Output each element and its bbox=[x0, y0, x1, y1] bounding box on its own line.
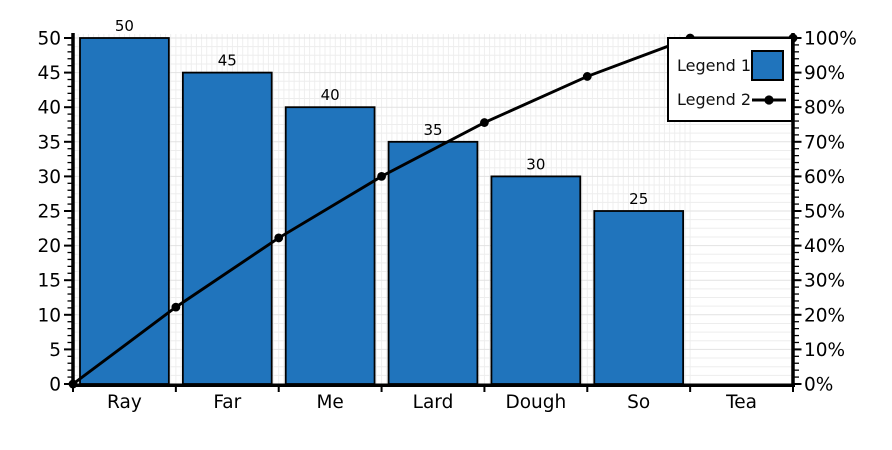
legend-label-line: Legend 2 bbox=[677, 90, 752, 109]
bar-value-label: 40 bbox=[321, 86, 340, 104]
line-point bbox=[171, 302, 181, 312]
bar-value-label: 50 bbox=[115, 17, 134, 35]
left-tick-label: 0 bbox=[49, 375, 61, 396]
right-tick-label: 20% bbox=[804, 305, 845, 326]
line-point bbox=[582, 72, 592, 81]
bar-Lard bbox=[387, 140, 479, 385]
line-dot-icon bbox=[751, 93, 787, 107]
right-tick-label: 80% bbox=[804, 98, 845, 119]
bar-value-labels: 50 45 40 35 30 25 bbox=[115, 17, 648, 208]
right-tick-label: 10% bbox=[804, 340, 845, 361]
category-label-Ray: Ray bbox=[107, 392, 142, 413]
left-tick-label: 10 bbox=[37, 305, 61, 326]
right-tick-label: 40% bbox=[804, 236, 845, 257]
bar-Ray bbox=[79, 37, 170, 385]
left-tick-label: 15 bbox=[37, 271, 61, 292]
left-tick-label: 30 bbox=[37, 167, 61, 188]
line-point bbox=[274, 233, 284, 243]
left-tick-label: 20 bbox=[37, 236, 61, 257]
axes bbox=[71, 33, 795, 388]
line-points bbox=[68, 33, 798, 389]
left-tick-label: 5 bbox=[49, 340, 61, 361]
legend-item-bars: Legend 1 bbox=[677, 50, 784, 81]
category-label-So: So bbox=[627, 392, 650, 413]
category-label-Me: Me bbox=[316, 392, 343, 413]
left-axis-ticks: 0 5 10 15 20 25 30 35 40 45 50 bbox=[37, 29, 73, 396]
category-label-Tea: Tea bbox=[725, 392, 757, 413]
bar-value-label: 25 bbox=[629, 190, 648, 208]
right-tick-label: 30% bbox=[804, 271, 845, 292]
line-point bbox=[377, 172, 386, 181]
bar-Far bbox=[181, 71, 273, 385]
bar-value-label: 35 bbox=[423, 121, 442, 139]
left-tick-label: 25 bbox=[37, 202, 61, 223]
category-label-Far: Far bbox=[213, 392, 241, 413]
left-tick-label: 35 bbox=[37, 132, 61, 153]
bars bbox=[79, 37, 685, 385]
category-label-Lard: Lard bbox=[413, 392, 454, 413]
bar-value-label: 45 bbox=[218, 52, 237, 70]
right-tick-label: 0% bbox=[804, 375, 833, 396]
right-tick-label: 90% bbox=[804, 63, 845, 84]
bar-value-label: 30 bbox=[526, 155, 545, 173]
right-tick-label: 100% bbox=[804, 29, 857, 50]
legend-label-bars: Legend 1 bbox=[677, 56, 752, 75]
line-point bbox=[480, 118, 489, 127]
right-axis-ticks: 0% 10% 20% 30% 40% 50% 60% 70% 80% 90% 100% bbox=[793, 29, 857, 396]
bar-swatch-icon bbox=[751, 50, 784, 81]
x-axis-ticks: Ray Far Me Lard Dough So Tea bbox=[72, 386, 794, 413]
left-tick-label: 50 bbox=[37, 29, 61, 50]
right-tick-label: 70% bbox=[804, 132, 845, 153]
right-tick-label: 60% bbox=[804, 167, 845, 188]
left-tick-label: 40 bbox=[37, 98, 61, 119]
right-tick-label: 50% bbox=[804, 202, 845, 223]
legend: Legend 1 Legend 2 bbox=[667, 37, 793, 122]
bar-So bbox=[593, 210, 685, 385]
left-tick-label: 45 bbox=[37, 63, 61, 84]
bar-Dough bbox=[490, 175, 582, 385]
legend-item-line: Legend 2 bbox=[677, 90, 787, 109]
bar-Me bbox=[284, 106, 376, 385]
category-label-Dough: Dough bbox=[505, 392, 566, 413]
